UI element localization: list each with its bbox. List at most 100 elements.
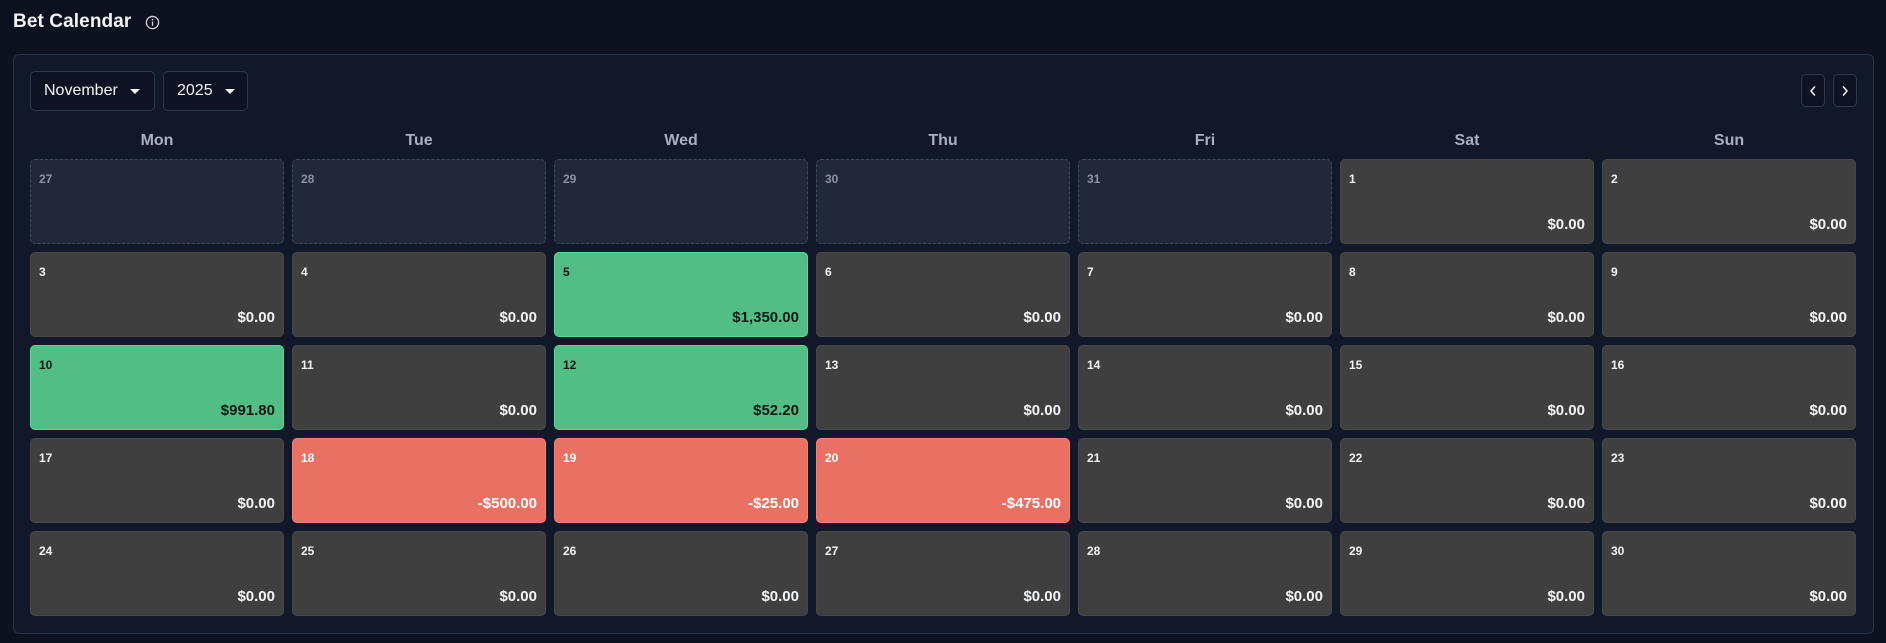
- calendar-day[interactable]: 4 $0.00: [292, 252, 546, 337]
- calendar-day[interactable]: 6 $0.00: [816, 252, 1070, 337]
- day-number: 9: [1611, 265, 1618, 279]
- calendar-day[interactable]: 21 $0.00: [1078, 438, 1332, 523]
- day-profit-amount: $1,350.00: [732, 309, 799, 326]
- weekday-label: Sat: [1454, 132, 1480, 149]
- day-number: 16: [1611, 358, 1625, 372]
- day-number: 11: [301, 358, 314, 372]
- month-navigation: [1801, 74, 1857, 107]
- calendar-day[interactable]: 22 $0.00: [1340, 438, 1594, 523]
- calendar-day[interactable]: 10 $991.80: [30, 345, 284, 430]
- next-month-button[interactable]: [1833, 74, 1857, 107]
- caret-down-icon: [224, 88, 235, 94]
- page-header: Bet Calendar: [13, 10, 160, 34]
- day-number: 27: [825, 544, 839, 558]
- day-profit-amount: $0.00: [237, 495, 275, 512]
- page-title: Bet Calendar: [13, 11, 132, 32]
- calendar-day[interactable]: 9 $0.00: [1602, 252, 1856, 337]
- day-profit-amount: $0.00: [1285, 588, 1323, 605]
- calendar-day[interactable]: 8 $0.00: [1340, 252, 1594, 337]
- calendar-day[interactable]: 20 -$475.00: [816, 438, 1070, 523]
- day-profit-amount: $0.00: [1285, 309, 1323, 326]
- day-profit-amount: $0.00: [237, 588, 275, 605]
- calendar-day[interactable]: 17 $0.00: [30, 438, 284, 523]
- day-profit-amount: $0.00: [1809, 216, 1847, 233]
- calendar-day[interactable]: 18 -$500.00: [292, 438, 546, 523]
- calendar-day[interactable]: 13 $0.00: [816, 345, 1070, 430]
- day-profit-amount: $0.00: [1023, 402, 1061, 419]
- day-number: 29: [563, 172, 577, 186]
- day-number: 22: [1349, 451, 1363, 465]
- info-circle-icon[interactable]: [145, 15, 160, 30]
- day-profit-amount: $0.00: [1547, 402, 1585, 419]
- calendar-day[interactable]: 23 $0.00: [1602, 438, 1856, 523]
- day-number: 24: [39, 544, 53, 558]
- year-select[interactable]: 2025: [163, 71, 248, 111]
- calendar-day[interactable]: 27 $0.00: [816, 531, 1070, 616]
- chevron-left-icon: [1810, 85, 1816, 96]
- weekday-label: Fri: [1194, 132, 1216, 149]
- day-number: 7: [1087, 265, 1094, 279]
- calendar-day-outside-month[interactable]: 31: [1078, 159, 1332, 244]
- day-profit-amount: $0.00: [1809, 495, 1847, 512]
- day-profit-amount: $0.00: [499, 588, 537, 605]
- calendar-day-outside-month[interactable]: 27: [30, 159, 284, 244]
- calendar-day-outside-month[interactable]: 28: [292, 159, 546, 244]
- day-number: 15: [1349, 358, 1363, 372]
- day-profit-amount: -$475.00: [1001, 495, 1061, 512]
- calendar-day[interactable]: 5 $1,350.00: [554, 252, 808, 337]
- day-profit-amount: $0.00: [1809, 309, 1847, 326]
- day-number: 25: [301, 544, 315, 558]
- calendar-day[interactable]: 3 $0.00: [30, 252, 284, 337]
- day-profit-amount: $0.00: [1547, 309, 1585, 326]
- calendar-panel: November 2025 Mon Tue Wed Thu Fri Sat Sun 27 28…: [13, 54, 1874, 634]
- day-number: 14: [1087, 358, 1101, 372]
- calendar-day[interactable]: 7 $0.00: [1078, 252, 1332, 337]
- calendar-day[interactable]: 2 $0.00: [1602, 159, 1856, 244]
- calendar-day[interactable]: 24 $0.00: [30, 531, 284, 616]
- calendar-controls: November 2025: [30, 71, 248, 111]
- day-number: 29: [1349, 544, 1363, 558]
- day-number: 23: [1611, 451, 1625, 465]
- calendar-day[interactable]: 25 $0.00: [292, 531, 546, 616]
- day-number: 19: [563, 451, 577, 465]
- day-number: 10: [39, 358, 53, 372]
- calendar-day[interactable]: 11 $0.00: [292, 345, 546, 430]
- day-number: 13: [825, 358, 839, 372]
- day-number: 3: [39, 265, 46, 279]
- calendar-day[interactable]: 16 $0.00: [1602, 345, 1856, 430]
- calendar-day-outside-month[interactable]: 29: [554, 159, 808, 244]
- calendar-day[interactable]: 29 $0.00: [1340, 531, 1594, 616]
- day-profit-amount: $0.00: [1285, 495, 1323, 512]
- day-profit-amount: $0.00: [1809, 588, 1847, 605]
- day-profit-amount: $0.00: [1547, 588, 1585, 605]
- calendar-day[interactable]: 26 $0.00: [554, 531, 808, 616]
- calendar-day[interactable]: 19 -$25.00: [554, 438, 808, 523]
- day-profit-amount: $0.00: [237, 309, 275, 326]
- day-number: 8: [1349, 265, 1356, 279]
- day-number: 4: [301, 265, 308, 279]
- calendar-day[interactable]: 28 $0.00: [1078, 531, 1332, 616]
- day-number: 5: [563, 265, 570, 279]
- month-select-value: November: [44, 82, 118, 99]
- month-select[interactable]: November: [30, 71, 155, 111]
- weekday-label: Thu: [928, 132, 958, 149]
- day-profit-amount: $0.00: [499, 402, 537, 419]
- calendar-day[interactable]: 14 $0.00: [1078, 345, 1332, 430]
- calendar-day[interactable]: 15 $0.00: [1340, 345, 1594, 430]
- previous-month-button[interactable]: [1801, 74, 1825, 107]
- calendar-day[interactable]: 1 $0.00: [1340, 159, 1594, 244]
- weekday-label: Mon: [140, 132, 174, 149]
- day-number: 31: [1087, 172, 1101, 186]
- calendar-day-outside-month[interactable]: 30: [816, 159, 1070, 244]
- day-profit-amount: $991.80: [220, 402, 275, 419]
- day-number: 26: [563, 544, 577, 558]
- day-number: 20: [825, 451, 839, 465]
- calendar-day[interactable]: 30 $0.00: [1602, 531, 1856, 616]
- calendar-day[interactable]: 12 $52.20: [554, 345, 808, 430]
- day-number: 27: [39, 172, 53, 186]
- day-number: 28: [1087, 544, 1101, 558]
- weekday-label: Tue: [405, 132, 433, 149]
- day-number: 12: [563, 358, 577, 372]
- chevron-right-icon: [1842, 85, 1848, 96]
- day-profit-amount: $0.00: [1023, 309, 1061, 326]
